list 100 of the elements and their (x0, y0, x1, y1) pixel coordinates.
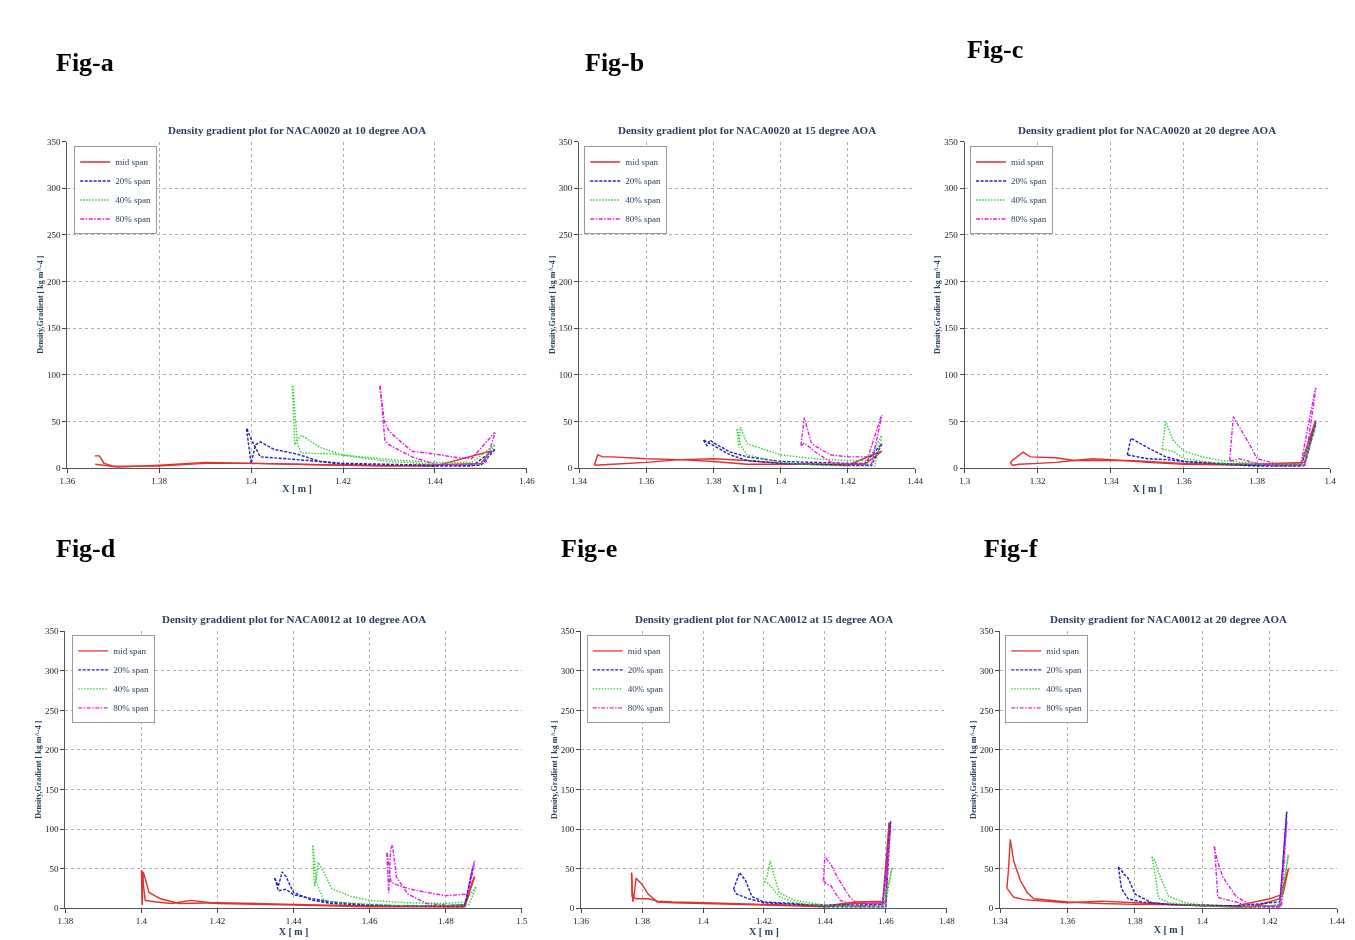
x-axis-title: X [ m ] (749, 926, 779, 938)
chart-title: Density graddient plot for NACA0012 at 10 degree AOA (162, 613, 427, 625)
y-tick-label: 250 (45, 705, 60, 716)
x-tick-label: 1.48 (938, 916, 956, 927)
y-tick-label: 100 (558, 369, 573, 380)
y-tick-label: 250 (944, 229, 959, 240)
y-tick-label: 250 (46, 229, 61, 240)
x-tick-label: 1.44 (285, 916, 302, 927)
legend-label: 20% span (1046, 665, 1082, 676)
legend-label: 80% span (1046, 703, 1082, 714)
chart-title: Density gradient plot for NACA0012 at 15 degree AOA (635, 613, 894, 625)
y-tick-label: 350 (558, 136, 573, 147)
y-axis-title: Density,Gradient [ kg m^-4 ] (35, 255, 45, 354)
text: Fig-e (561, 534, 618, 563)
legend-label: 20% span (115, 176, 151, 187)
y-tick-label: 150 (46, 323, 61, 334)
x-tick-label: 1.38 (634, 916, 651, 927)
x-tick-label: 1.38 (57, 916, 74, 927)
x-tick-label: 1.46 (877, 916, 895, 927)
legend-label: 40% span (113, 684, 149, 695)
y-tick-label: 0 (567, 463, 573, 474)
y-axis-title: Density,Gradient [ kg m^-4 ] (547, 255, 557, 354)
y-tick-label: 100 (560, 824, 575, 835)
y-tick-label: 300 (944, 183, 959, 194)
legend-label: mid span (1046, 646, 1080, 657)
x-tick-label: 1.5 (516, 916, 528, 927)
y-tick-label: 100 (46, 369, 61, 380)
y-tick-label: 0 (55, 463, 61, 474)
y-tick-label: 150 (979, 784, 994, 795)
x-tick-label: 1.36 (1059, 916, 1076, 927)
y-tick-label: 0 (988, 903, 994, 914)
x-tick-label: 1.4 (1196, 916, 1209, 927)
y-tick-label: 50 (948, 416, 959, 427)
y-tick-label: 350 (560, 626, 575, 637)
y-tick-label: 300 (560, 665, 575, 676)
text: Fig-f (984, 534, 1038, 563)
y-tick-label: 300 (979, 665, 994, 676)
text: Fig-b (585, 48, 645, 77)
x-tick-label: 1.44 (907, 475, 924, 486)
x-tick-label: 1.4 (697, 916, 710, 927)
x-tick-label: 1.4 (775, 475, 787, 486)
x-tick-label: 1.34 (571, 475, 588, 486)
legend-label: mid span (1011, 157, 1045, 168)
y-axis-title: Density,Gradient [ kg m^-4 ] (549, 720, 559, 819)
x-tick-label: 1.4 (135, 916, 148, 927)
x-tick-label: 1.44 (1329, 916, 1346, 927)
legend-label: 80% span (627, 703, 664, 714)
y-axis-title: Density,Gradient [ kg m^-4 ] (968, 720, 978, 819)
legend-label: mid span (627, 646, 661, 657)
x-tick-label: 1.36 (638, 475, 655, 486)
y-tick-label: 350 (979, 626, 994, 637)
x-tick-label: 1.44 (427, 475, 444, 486)
y-tick-label: 0 (54, 903, 60, 914)
x-tick-label: 1.32 (1029, 475, 1046, 486)
y-tick-label: 350 (944, 136, 959, 147)
y-tick-label: 200 (944, 276, 959, 287)
legend-label: 20% span (625, 176, 661, 187)
y-tick-label: 50 (563, 416, 573, 427)
x-tick-label: 1.42 (209, 916, 226, 927)
y-tick-label: 300 (45, 665, 60, 676)
y-tick-label: 350 (45, 626, 60, 637)
x-tick-label: 1.38 (151, 475, 168, 486)
legend-label: 20% span (627, 665, 664, 676)
y-tick-label: 100 (944, 369, 959, 380)
x-tick-label: 1.44 (817, 916, 834, 927)
y-tick-label: 50 (984, 863, 994, 874)
x-axis-title: X [ m ] (1132, 483, 1163, 495)
y-tick-label: 300 (46, 183, 61, 194)
y-tick-label: 100 (45, 824, 60, 835)
y-tick-label: 200 (560, 745, 575, 756)
x-tick-label: 1.46 (518, 475, 536, 486)
y-axis-title: Density,Gradient [ kg m^-4 ] (932, 255, 942, 354)
x-tick-label: 1.38 (1127, 916, 1144, 927)
x-tick-label: 1.38 (1249, 475, 1266, 486)
legend-label: 40% span (625, 195, 661, 206)
y-tick-label: 50 (51, 416, 61, 427)
legend-label: 20% span (1011, 176, 1047, 187)
legend-label: 40% span (1046, 684, 1082, 695)
legend-label: 80% span (115, 214, 151, 225)
y-tick-label: 50 (565, 863, 575, 874)
x-axis-title: X [ m ] (1153, 923, 1184, 935)
x-axis-title: X [ m ] (282, 483, 312, 495)
y-tick-label: 200 (45, 745, 60, 756)
y-tick-label: 250 (979, 705, 994, 716)
x-tick-label: 1.34 (992, 916, 1009, 927)
x-tick-label: 1.3 (958, 475, 971, 486)
x-tick-label: 1.36 (1176, 475, 1193, 486)
legend-label: 80% span (1011, 214, 1047, 225)
legend-label: mid span (113, 646, 147, 657)
legend-label: 80% span (625, 214, 661, 225)
x-axis-title: X [ m ] (278, 926, 309, 938)
legend-label: mid span (625, 157, 659, 168)
x-tick-label: 1.4 (245, 475, 258, 486)
y-tick-label: 150 (45, 784, 60, 795)
chart-title: Density gradient plot for NACA0020 at 15 degree AOA (618, 124, 877, 136)
x-tick-label: 1.48 (437, 916, 455, 927)
x-tick-label: 1.42 (756, 916, 772, 927)
y-tick-label: 300 (558, 183, 573, 194)
y-tick-label: 250 (560, 705, 575, 716)
legend-label: 20% span (113, 665, 149, 676)
